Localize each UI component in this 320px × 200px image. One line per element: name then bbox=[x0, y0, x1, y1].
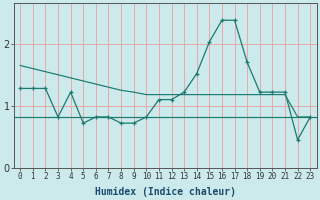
X-axis label: Humidex (Indice chaleur): Humidex (Indice chaleur) bbox=[95, 186, 236, 197]
